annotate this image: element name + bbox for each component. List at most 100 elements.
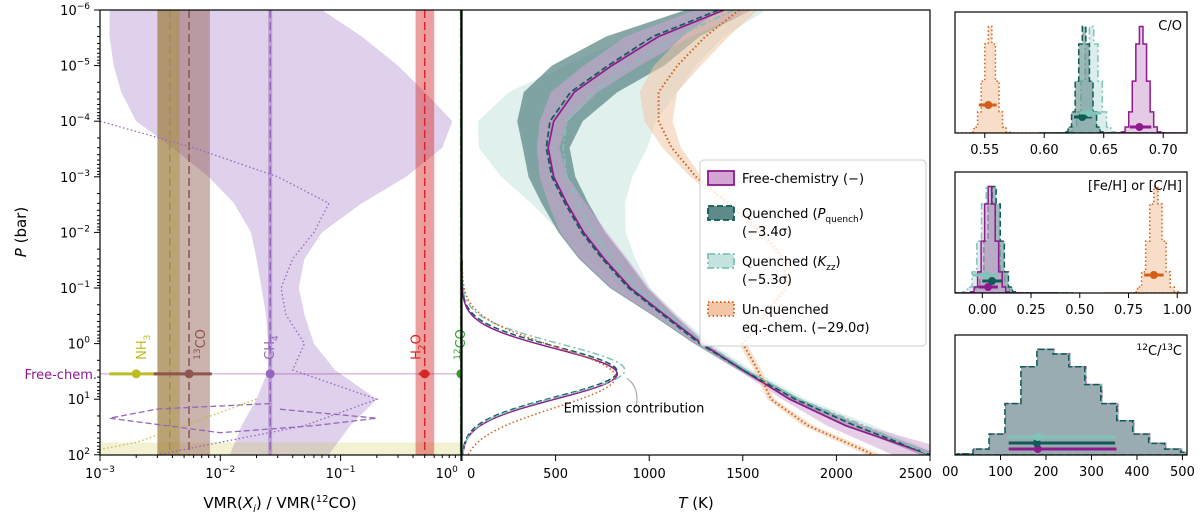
pt-profile-3 bbox=[657, 10, 875, 455]
ch4-deep-profile bbox=[109, 402, 377, 434]
emission-contribution-curve bbox=[462, 260, 626, 455]
temperature-panel: Emission contribution 0 500 1000 1500 2000 250… bbox=[461, 9, 932, 482]
y-tick-label: 10−5 bbox=[60, 58, 90, 75]
histogram-free-chemistry bbox=[955, 185, 1059, 293]
histogram-panels: 0.55 0.60 0.65 0.70 C/O 0.00 0.25 0.50 0.75 1.00 [… bbox=[942, 11, 1195, 480]
histogram-plot-area bbox=[955, 348, 1187, 455]
x-tick-label: 2000 bbox=[820, 467, 853, 482]
legend: Free-chemistry (−) Quenched (Pquench)(−3.… bbox=[699, 159, 927, 347]
y-tick-label: 10−1 bbox=[60, 280, 90, 297]
histogram-quenched-p-quench- bbox=[955, 348, 1187, 455]
temperature-axes-frame bbox=[461, 9, 931, 456]
12co-marker bbox=[456, 369, 461, 379]
median-marker bbox=[984, 101, 993, 109]
y-tick-label: 102 bbox=[68, 447, 90, 464]
emission-contribution-curve bbox=[462, 260, 617, 455]
x-tick-label: 100 bbox=[436, 465, 459, 482]
legend-label: Quenched (Pquench) bbox=[742, 207, 864, 225]
abundance-plot-area bbox=[100, 10, 461, 455]
emission-contribution-curve bbox=[462, 260, 618, 455]
histogram-title: C/O bbox=[1158, 19, 1182, 34]
ch4-unquenched-profile bbox=[100, 120, 379, 455]
median-marker bbox=[1149, 271, 1158, 279]
x-tick-label: 0.00 bbox=[968, 303, 997, 318]
histogram-plot-area bbox=[955, 185, 1187, 293]
pt-envelope-2 bbox=[477, 10, 930, 455]
axis-labels: P (bar) VMR(Xi) / VMR(12CO) T (K) bbox=[12, 207, 714, 515]
legend-swatch bbox=[707, 170, 735, 186]
y-tick-label: 10−2 bbox=[60, 224, 90, 241]
x-tick-label: 10−2 bbox=[205, 465, 235, 482]
pt-profile-0 bbox=[547, 10, 930, 455]
nh3-label: NH3 bbox=[135, 335, 153, 360]
y-tick-label: 100 bbox=[68, 336, 91, 353]
legend-label: Un-quenched bbox=[742, 303, 829, 318]
emission-contribution-label: Emission contribution bbox=[564, 401, 705, 416]
x-tick-label: 500 bbox=[1170, 465, 1195, 480]
legend-frame bbox=[699, 159, 927, 347]
free-chem-label: Free-chem. bbox=[25, 368, 97, 383]
histogram-plot-area bbox=[955, 25, 1187, 133]
median-marker bbox=[1085, 109, 1094, 117]
x-tick-label: 0.25 bbox=[1017, 303, 1046, 318]
ch4-label: CH4 bbox=[263, 335, 281, 360]
x-tick-label: 400 bbox=[1125, 465, 1150, 480]
x-tick-label: 300 bbox=[1079, 465, 1104, 480]
y-axis-label: P (bar) bbox=[12, 207, 30, 257]
h2o-marker bbox=[420, 369, 430, 379]
x-axis-label-vmr: VMR(Xi) / VMR(12CO) bbox=[203, 494, 356, 515]
histogram-title: [Fe/H] or [C/H] bbox=[1088, 179, 1182, 194]
median-marker bbox=[1032, 439, 1041, 447]
x-tick-label: 10−3 bbox=[85, 465, 115, 482]
x-tick-label: 1000 bbox=[633, 467, 666, 482]
y-tick-label: 10−4 bbox=[60, 113, 90, 130]
13co-label: 13CO bbox=[193, 329, 209, 360]
x-tick-label: 0.60 bbox=[1030, 143, 1059, 158]
x-tick-label: 0.50 bbox=[1065, 303, 1094, 318]
histogram-frame bbox=[954, 11, 1188, 134]
legend-swatch bbox=[707, 205, 735, 221]
legend-label: Free-chemistry (−) bbox=[742, 172, 864, 187]
abundance-panel: Free-chem.NH313COCH4H2O12CO10−610−510−41… bbox=[25, 2, 469, 482]
median-marker bbox=[1033, 445, 1042, 453]
median-marker bbox=[982, 271, 991, 279]
histogram-free-chemistry bbox=[1096, 25, 1187, 133]
legend-label-line2: (−3.4σ) bbox=[742, 225, 792, 240]
x-tick-label: 500 bbox=[543, 467, 568, 482]
histogram-title: 12C/13C bbox=[1137, 343, 1182, 359]
histogram-frame bbox=[954, 171, 1188, 294]
ch4-envelope bbox=[109, 10, 453, 455]
y-tick-label: 101 bbox=[68, 391, 90, 408]
legend-label-line2: (−5.3σ) bbox=[742, 273, 792, 288]
histogram-un-quenched-eq-chem- bbox=[955, 25, 1060, 133]
histogram-frame bbox=[954, 334, 1188, 456]
nh3-marker bbox=[131, 369, 141, 379]
pt-envelope-0 bbox=[536, 10, 930, 455]
x-axis-label-temperature: T (K) bbox=[678, 494, 713, 512]
median-marker bbox=[1078, 113, 1087, 121]
x-tick-label: 1500 bbox=[726, 467, 759, 482]
x-tick-label: 2500 bbox=[899, 467, 932, 482]
pt-profile-2 bbox=[562, 10, 930, 455]
x-tick-label: 0.70 bbox=[1149, 143, 1178, 158]
legend-swatch bbox=[707, 301, 735, 317]
annotation-arrow bbox=[626, 377, 638, 408]
13co-marker bbox=[184, 369, 194, 379]
median-marker bbox=[1135, 123, 1144, 131]
pt-profile-1 bbox=[545, 10, 930, 455]
y-tick-label: 10−3 bbox=[60, 169, 90, 186]
y-tick-label: 10−6 bbox=[60, 2, 90, 19]
legend-label: Quenched (Kzz) bbox=[742, 255, 841, 273]
x-tick-label: 200 bbox=[1034, 465, 1059, 480]
deep-atmosphere-shading bbox=[100, 442, 461, 455]
x-tick-label: 0.65 bbox=[1089, 143, 1118, 158]
median-marker bbox=[1033, 433, 1042, 441]
median-marker bbox=[984, 283, 993, 291]
x-tick-label: 0.55 bbox=[970, 143, 999, 158]
histogram-quenched-p-quench- bbox=[955, 185, 1074, 293]
x-tick-label: 1.00 bbox=[1163, 303, 1192, 318]
x-tick-label: 0.75 bbox=[1114, 303, 1143, 318]
nh3-band bbox=[157, 10, 180, 455]
ch4-marker bbox=[265, 369, 275, 379]
